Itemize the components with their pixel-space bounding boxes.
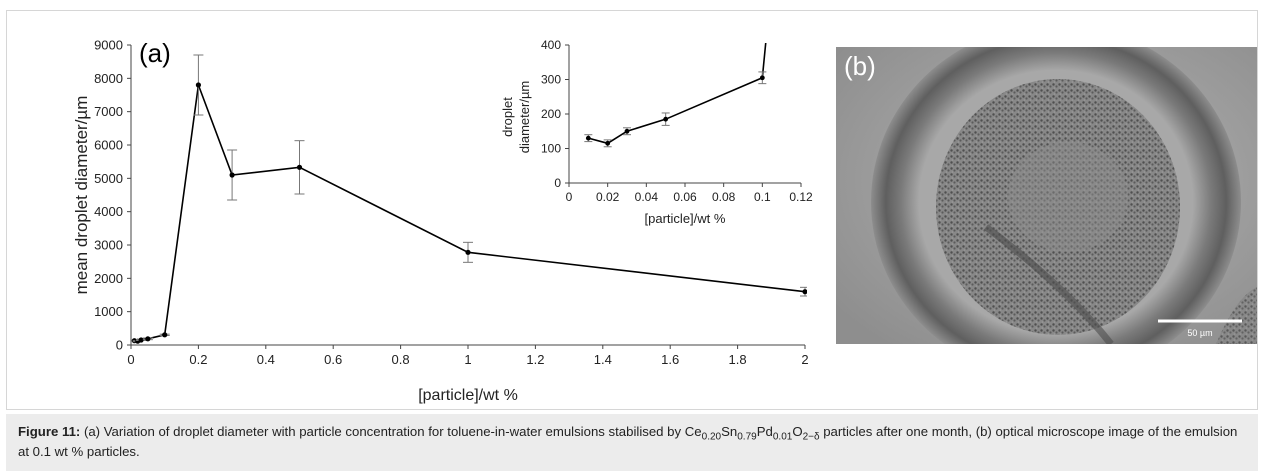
inset-x-tick-label: 0.1 [754,190,771,204]
main-data-point [465,249,471,255]
main-y-tick-label: 9000 [94,38,123,53]
inset-data-point [624,128,630,134]
figure-panel: 0 0.2 0.4 0.6 0.8 1 1.2 1.4 1.6 1.8 2 0 1000 2000 3000… [6,10,1258,410]
main-data-point [138,337,144,343]
main-data-point [296,164,303,170]
main-data-point [195,82,201,88]
inset-y-tick-label: 100 [541,142,561,156]
main-y-tick-label: 4000 [94,204,123,219]
caption-sub-sn: 0.79 [737,431,757,443]
caption-sub-o: 2−δ [802,431,820,443]
main-data-point [802,289,807,295]
inset-y-axis-label-line-2: diameter/µm [517,81,532,154]
inset-y-tick-label: 0 [554,176,561,190]
inset-x-axis-label: [particle]/wt % [645,211,726,226]
inset-y-axis-label-line-1: droplet [500,97,515,137]
inset-x-tick-label: 0.06 [673,190,697,204]
inset-data-point [759,75,765,81]
caption-text-sn: Sn [721,424,738,439]
main-y-tick-label: 1000 [94,304,123,319]
caption-text-o: O [792,424,803,439]
main-y-tick-label: 8000 [94,71,123,86]
inset-x-tick-label: 0 [566,190,573,204]
main-y-tick-label: 5000 [94,171,123,186]
caption-sub-ce: 0.20 [701,431,722,443]
main-x-tick-label: 2 [801,352,808,367]
inset-data-point [663,116,669,122]
inset-x-tick-label: 0.12 [789,190,813,204]
caption-label: Figure 11: [18,424,81,439]
main-y-tick-label: 0 [116,338,123,353]
main-x-tick-label: 0.4 [257,352,275,367]
scale-bar-label: 50 µm [1187,328,1212,338]
main-data-point [162,332,168,338]
inset-y-tick-label: 200 [541,107,561,121]
main-y-tick-label: 6000 [94,138,123,153]
main-data-point [229,172,235,178]
panel-label-a: (a) [139,38,171,68]
main-x-axis-label: [particle]/wt % [418,387,518,404]
main-y-axis-label: mean droplet diameter/µm [72,96,91,295]
main-x-tick-label: 1.8 [729,352,747,367]
main-x-tick-label: 1 [464,352,471,367]
caption-text-pd: Pd [756,424,773,439]
main-y-tick-label: 2000 [94,271,123,286]
inset-series-line [588,43,767,145]
inset-x-tick-label: 0.02 [596,190,620,204]
caption-text-2: particles after one month, (b) optical m… [18,424,1238,459]
caption-text-1: (a) Variation of droplet diameter with p… [80,424,702,439]
main-x-tick-label: 1.6 [661,352,679,367]
micrograph-image: 50 µm [836,47,1257,344]
inset-panel-background [497,35,827,235]
main-data-point [145,336,151,342]
main-x-tick-label: 1.4 [594,352,612,367]
main-chart: 0 0.2 0.4 0.6 0.8 1 1.2 1.4 1.6 1.8 20100020003000… [72,35,827,404]
main-x-tick-label: 0.6 [324,352,342,367]
main-x-tick-label: 0.2 [189,352,207,367]
inset-y-tick-label: 300 [541,73,561,87]
main-y-tick-label: 7000 [94,104,123,119]
inset-y-tick-label: 400 [541,38,561,52]
main-x-tick-label: 1.2 [526,352,544,367]
main-x-tick-label: 0.8 [392,352,410,367]
inset-data-point [605,140,611,146]
main-y-tick-label: 3000 [94,238,123,253]
caption-sub-pd: 0.01 [772,431,793,443]
panel-label-b: (b) [844,51,876,81]
main-x-tick-label: 0 [127,352,134,367]
inset-x-tick-label: 0.08 [712,190,736,204]
micrograph-panel: 50 µm (b) [836,47,1257,344]
inset-x-tick-label: 0.04 [635,190,659,204]
inset-data-point [585,135,591,141]
figure-caption: Figure 11: (a) Variation of droplet diam… [6,414,1258,471]
